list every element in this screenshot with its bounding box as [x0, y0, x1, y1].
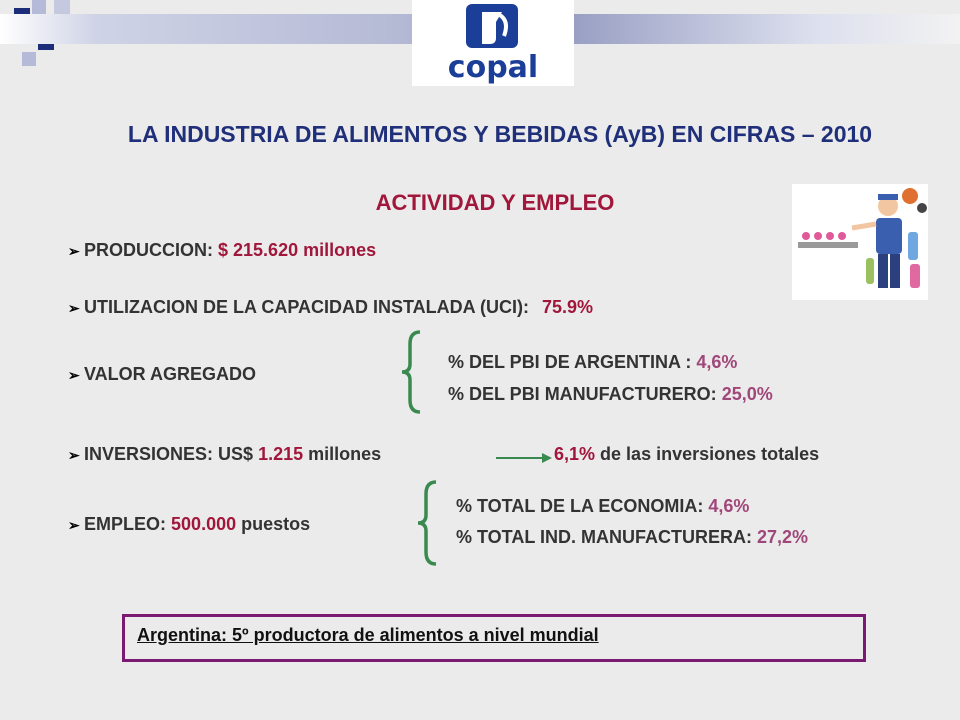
- copal-logo: copal: [412, 0, 574, 86]
- arrow-bullet-icon: ➢: [68, 300, 80, 316]
- long-arrow-icon: [496, 453, 552, 463]
- page-title: LA INDUSTRIA DE ALIMENTOS Y BEBIDAS (AyB…: [127, 121, 873, 147]
- bullet-uci: ➢ UTILIZACION DE LA CAPACIDAD INSTALADA (…: [68, 297, 594, 317]
- page-subtitle: ACTIVIDAD Y EMPLEO: [375, 190, 615, 215]
- pbi-argentina-line: % DEL PBI DE ARGENTINA : 4,6%: [448, 352, 738, 372]
- callout-text: Argentina: 5º productora de alimentos a …: [137, 625, 599, 645]
- total-manufacturera-line: % TOTAL IND. MANUFACTURERA: 27,2%: [456, 527, 809, 547]
- arrow-bullet-icon: ➢: [68, 517, 80, 533]
- arrow-bullet-icon: ➢: [68, 367, 80, 383]
- brace-icon: [417, 480, 437, 566]
- logo-wordmark: copal: [447, 50, 539, 85]
- pbi-manufacturero-line: % DEL PBI MANUFACTURERO: 25,0%: [448, 384, 773, 404]
- bullet-produccion: ➢ PRODUCCION: $ 215.620 millones: [68, 240, 377, 260]
- bullet-valor-agregado: ➢ VALOR AGREGADO: [68, 364, 257, 384]
- inversiones-pct: 6,1% de las inversiones totales: [554, 444, 820, 464]
- total-economia-line: % TOTAL DE LA ECONOMIA: 4,6%: [456, 496, 750, 516]
- bullet-inversiones: ➢ INVERSIONES: US$ 1.215 millones: [68, 444, 382, 464]
- callout-box: Argentina: 5º productora de alimentos a …: [122, 614, 866, 662]
- bullet-empleo: ➢ EMPLEO: 500.000 puestos: [68, 514, 311, 534]
- brace-icon: [401, 330, 421, 414]
- arrow-bullet-icon: ➢: [68, 447, 80, 463]
- factory-worker-illustration: [792, 184, 928, 300]
- arrow-bullet-icon: ➢: [68, 243, 80, 259]
- logo-emblem-icon: [466, 4, 518, 48]
